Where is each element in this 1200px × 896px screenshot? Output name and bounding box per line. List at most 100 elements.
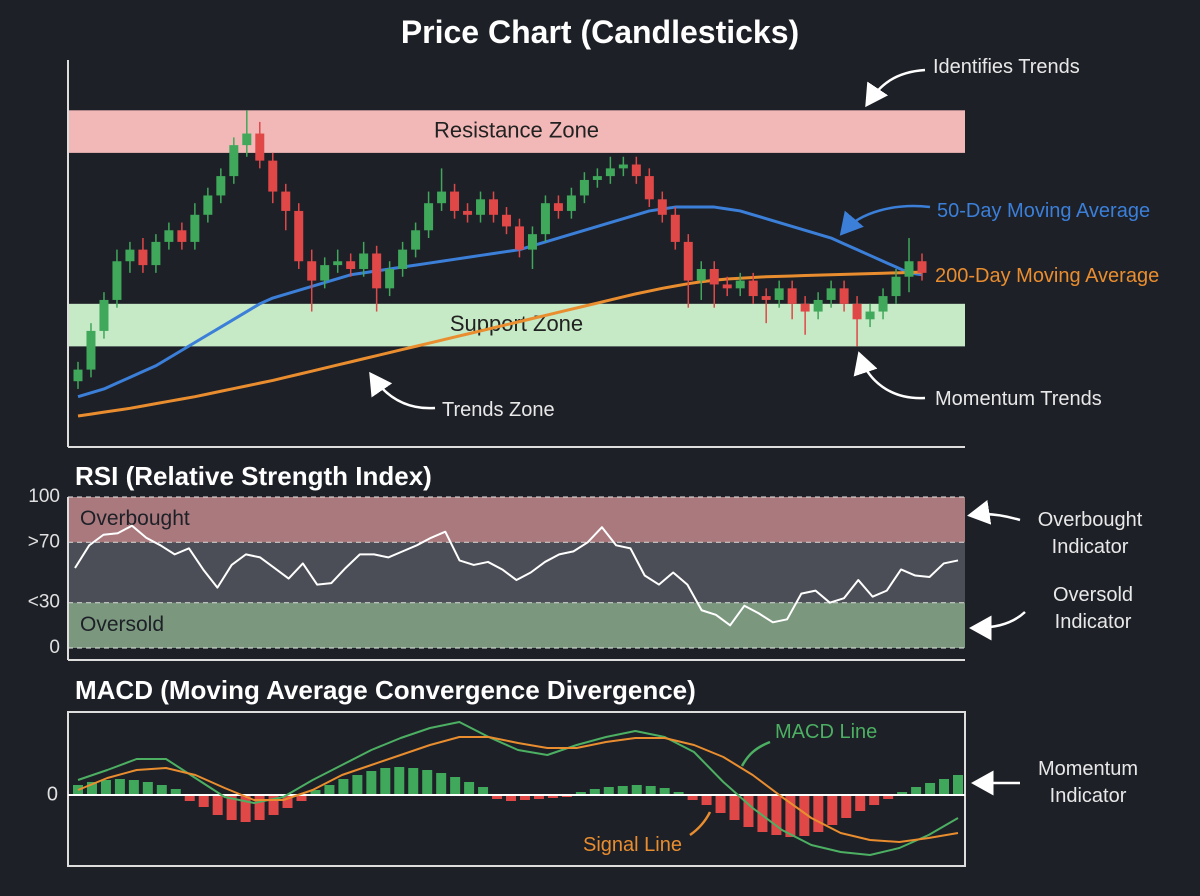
candle-body (86, 330, 96, 370)
histogram-bar (757, 795, 768, 832)
candle-body (722, 284, 732, 289)
annotation: Identifies Trends (933, 56, 1080, 78)
histogram-bar (86, 782, 97, 795)
histogram-bar (673, 792, 684, 795)
candle-body (333, 261, 343, 266)
chart-title: MACD (Moving Average Convergence Diverge… (75, 675, 696, 705)
candle-body (190, 214, 200, 242)
histogram-bar (939, 779, 950, 795)
histogram-bar (589, 789, 600, 795)
histogram-bar (114, 779, 125, 795)
histogram-bar (925, 783, 936, 795)
histogram-bar (324, 785, 335, 795)
annotation: Momentum Indicator (1037, 758, 1139, 807)
candle-body (138, 249, 148, 266)
histogram-bar (631, 785, 642, 795)
candle-body (787, 288, 797, 304)
candle-body (514, 226, 524, 250)
arrow (839, 204, 931, 236)
chart-title: Price Chart (Candlesticks) (400, 14, 800, 50)
candle-body (229, 145, 239, 177)
candle-body (904, 261, 914, 277)
histogram-bar (659, 788, 670, 795)
histogram-bar (198, 795, 209, 807)
histogram-bar (771, 795, 782, 835)
zone-label: Resistance Zone (434, 117, 599, 142)
candle-body (696, 268, 706, 281)
histogram-bar (645, 786, 656, 795)
candle-body (151, 241, 161, 266)
histogram-bar (226, 795, 237, 820)
arrow (865, 68, 926, 108)
candle-body (527, 234, 537, 250)
chart-title: RSI (Relative Strength Index) (75, 461, 432, 491)
histogram-bar (519, 795, 530, 800)
histogram-bar (170, 789, 181, 795)
candle-body (437, 191, 447, 204)
histogram-bar (743, 795, 754, 827)
histogram-bar (617, 786, 628, 795)
histogram-bar (603, 787, 614, 795)
line (77, 736, 959, 843)
legend-label: MACD Line (775, 721, 878, 743)
annotation: Momentum Trends (935, 388, 1102, 410)
candle-body (450, 191, 460, 211)
histogram-bar (310, 790, 321, 795)
candle-body (476, 199, 486, 215)
histogram-bar (282, 795, 293, 808)
candle-body (294, 210, 304, 262)
candle-body (839, 288, 849, 304)
candle-body (553, 203, 563, 211)
histogram-bar (422, 770, 433, 795)
histogram-bar (184, 795, 195, 801)
candle-body (216, 176, 226, 196)
plot-frame (67, 711, 966, 867)
candle-body (891, 276, 901, 297)
histogram-bar (869, 795, 880, 805)
candle-body (177, 230, 187, 242)
histogram-bar (156, 785, 167, 795)
histogram-bar (296, 795, 307, 801)
arrow (969, 611, 1026, 641)
arrows (369, 68, 1026, 837)
zone (69, 110, 965, 153)
candle-body (618, 164, 628, 169)
candle-body (631, 164, 641, 177)
histogram-bar (240, 795, 251, 822)
y-tick-label: 100 (28, 486, 60, 507)
histogram-bar (478, 787, 489, 795)
histogram-bar (547, 795, 558, 798)
candle-body (385, 268, 395, 289)
histogram-bar (212, 795, 223, 815)
candle-body (99, 299, 109, 331)
candle-body (203, 195, 213, 215)
candle-body (255, 133, 265, 161)
histogram-bar (450, 777, 461, 795)
candle-body (917, 261, 927, 273)
candle-body (359, 253, 369, 269)
candle-body (372, 253, 382, 289)
zone (68, 497, 965, 543)
candle-body (307, 261, 317, 281)
candle-body (852, 303, 862, 320)
histogram-bar (352, 775, 363, 795)
y-tick-label: >70 (28, 531, 60, 552)
candle-body (242, 133, 252, 146)
candle-body (281, 191, 291, 211)
legend-label: 200-Day Moving Average (935, 265, 1160, 287)
zone (68, 602, 965, 648)
candle-body (748, 280, 758, 297)
candle-body (501, 214, 511, 227)
histogram-bar (729, 795, 740, 820)
candle-body (592, 176, 602, 180)
histogram-bar (785, 795, 796, 837)
candle-body (683, 241, 693, 281)
candle-body (657, 199, 667, 215)
arrow (369, 371, 436, 410)
histogram-bar (436, 773, 447, 795)
histogram-bar (533, 795, 544, 799)
zone-label: Overbought (80, 507, 190, 530)
annotation: Overbought Indicator (1037, 509, 1143, 558)
arrow (853, 351, 926, 400)
